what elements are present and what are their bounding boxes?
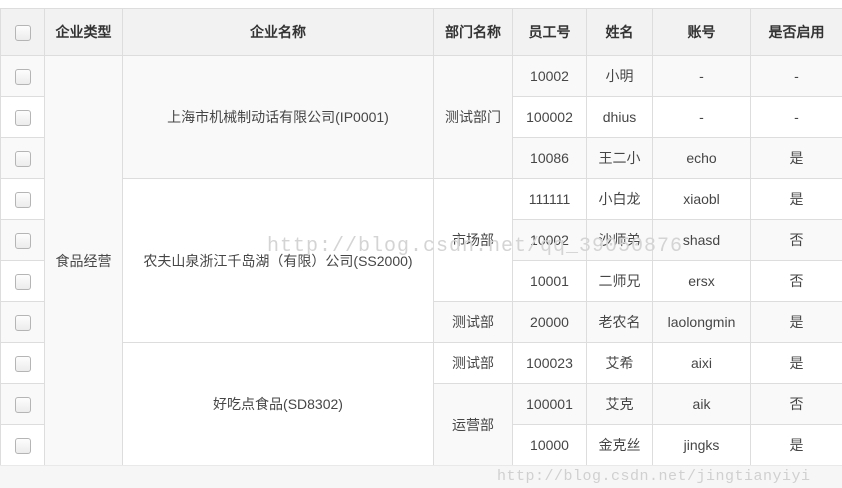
employee-id-cell: 100002	[512, 96, 587, 138]
row-checkbox[interactable]	[14, 109, 31, 126]
table-row: 10002 沙师弟 shasd 否	[0, 219, 842, 261]
company-name-cell: 上海市机械制动话有限公司(IP0001)	[122, 55, 434, 179]
row-checkbox-cell	[0, 301, 45, 343]
table-row: 农夫山泉浙江千岛湖（有限）公司(SS2000) 市场部 111111 小白龙 xiaob…	[0, 178, 842, 343]
employee-name-cell: 王二小	[586, 137, 653, 179]
department-name-cell: 市场部	[433, 178, 513, 302]
department-name-cell: 运营部	[433, 383, 513, 466]
department-name-cell: 测试部	[433, 301, 513, 343]
row-checkbox-cell	[0, 383, 45, 425]
row-checkbox[interactable]	[14, 68, 31, 85]
col-header-enabled: 是否启用	[750, 8, 842, 56]
account-cell: -	[652, 96, 751, 138]
col-header-account: 账号	[652, 8, 751, 56]
table-body: 食品经营 上海市机械制动话有限公司(IP0001) 测试部门 10002 小明 - -100…	[0, 55, 842, 466]
enabled-cell: 否	[750, 383, 842, 425]
col-header-employee-id: 员工号	[512, 8, 587, 56]
account-cell: ersx	[652, 260, 751, 302]
enabled-cell: 是	[750, 424, 842, 466]
employee-name-cell: 老农名	[586, 301, 653, 343]
table-header: 企业类型 企业名称 部门名称 员工号 姓名 账号 是否启用	[0, 8, 842, 56]
row-checkbox[interactable]	[14, 314, 31, 331]
employee-name-cell: 二师兄	[586, 260, 653, 302]
select-all-checkbox[interactable]	[14, 24, 31, 41]
table-row: 运营部 100001 艾克 aik 否	[0, 383, 842, 466]
employee-id-cell: 111111	[512, 178, 587, 220]
row-checkbox[interactable]	[14, 355, 31, 372]
row-checkbox-cell	[0, 137, 45, 179]
enabled-cell: 是	[750, 137, 842, 179]
employee-id-cell: 10002	[512, 55, 587, 97]
row-checkbox-cell	[0, 96, 45, 138]
enabled-cell: 否	[750, 260, 842, 302]
enabled-cell: 否	[750, 219, 842, 261]
account-cell: jingks	[652, 424, 751, 466]
employee-name-cell: 小明	[586, 55, 653, 97]
employee-name-cell: 金克丝	[586, 424, 653, 466]
row-checkbox-cell	[0, 342, 45, 384]
table-row: 100002 dhius - -	[0, 96, 842, 138]
account-cell: echo	[652, 137, 751, 179]
company-name-cell: 好吃点食品(SD8302)	[122, 342, 434, 466]
department-name-cell: 测试部门	[433, 55, 513, 179]
enabled-cell: -	[750, 55, 842, 97]
row-checkbox[interactable]	[14, 273, 31, 290]
enabled-cell: -	[750, 96, 842, 138]
employee-name-cell: dhius	[586, 96, 653, 138]
row-checkbox-cell	[0, 260, 45, 302]
row-checkbox[interactable]	[14, 232, 31, 249]
employee-id-cell: 10000	[512, 424, 587, 466]
row-checkbox[interactable]	[14, 437, 31, 454]
col-header-enterprise-type: 企业类型	[44, 8, 123, 56]
col-header-department-name: 部门名称	[433, 8, 513, 56]
employee-id-cell: 20000	[512, 301, 587, 343]
footer-bar: http://blog.csdn.net/jingtianyiyi	[0, 465, 842, 488]
account-cell: xiaobl	[652, 178, 751, 220]
account-cell: laolongmin	[652, 301, 751, 343]
table-row: 10000 金克丝 jingks 是	[0, 424, 842, 466]
account-cell: -	[652, 55, 751, 97]
col-header-company-name: 企业名称	[122, 8, 434, 56]
employee-id-cell: 10001	[512, 260, 587, 302]
enabled-cell: 是	[750, 342, 842, 384]
account-cell: aixi	[652, 342, 751, 384]
employee-id-cell: 100001	[512, 383, 587, 425]
row-checkbox-cell	[0, 55, 45, 97]
employee-name-cell: 艾希	[586, 342, 653, 384]
account-cell: aik	[652, 383, 751, 425]
row-checkbox-cell	[0, 219, 45, 261]
row-checkbox[interactable]	[14, 191, 31, 208]
header-row: 企业类型 企业名称 部门名称 员工号 姓名 账号 是否启用	[0, 8, 842, 56]
row-checkbox[interactable]	[14, 150, 31, 167]
employee-name-cell: 沙师弟	[586, 219, 653, 261]
enabled-cell: 是	[750, 301, 842, 343]
department-name-cell: 测试部	[433, 342, 513, 384]
employee-name-cell: 小白龙	[586, 178, 653, 220]
employee-id-cell: 100023	[512, 342, 587, 384]
company-name-cell: 农夫山泉浙江千岛湖（有限）公司(SS2000)	[122, 178, 434, 343]
employee-name-cell: 艾克	[586, 383, 653, 425]
employee-id-cell: 10086	[512, 137, 587, 179]
table-row: 食品经营 上海市机械制动话有限公司(IP0001) 测试部门 10002 小明 - -	[0, 55, 842, 466]
header-checkbox-cell	[0, 8, 45, 56]
table-row: 10086 王二小 echo 是	[0, 137, 842, 179]
account-cell: shasd	[652, 219, 751, 261]
col-header-name: 姓名	[586, 8, 653, 56]
watermark-bottom: http://blog.csdn.net/jingtianyiyi	[497, 468, 811, 485]
enterprise-type-cell: 食品经营	[44, 55, 123, 466]
row-checkbox-cell	[0, 178, 45, 220]
employee-id-cell: 10002	[512, 219, 587, 261]
table-row: 测试部 20000 老农名 laolongmin 是	[0, 301, 842, 343]
row-checkbox[interactable]	[14, 396, 31, 413]
row-checkbox-cell	[0, 424, 45, 466]
table-row: 10001 二师兄 ersx 否	[0, 260, 842, 302]
enterprise-employee-table: 企业类型 企业名称 部门名称 员工号 姓名 账号 是否启用 食品经营 上海市机械制…	[0, 8, 842, 466]
enabled-cell: 是	[750, 178, 842, 220]
table-row: 好吃点食品(SD8302) 测试部 100023 艾希 aixi 是	[0, 342, 842, 466]
